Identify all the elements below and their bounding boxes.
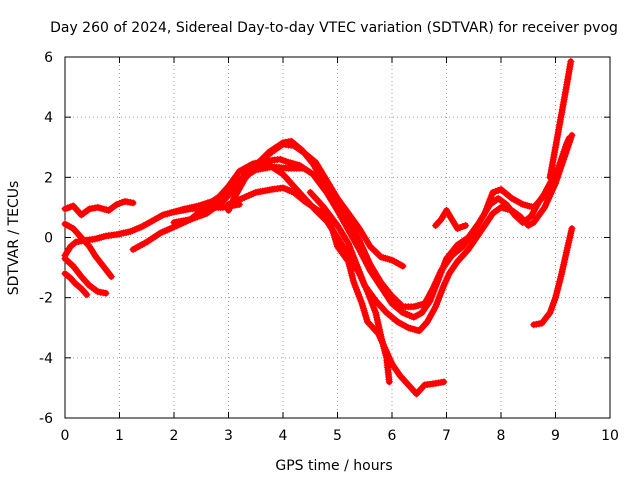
series-markers (306, 131, 576, 335)
series-arc-1 (61, 197, 137, 219)
y-tick-label: -2 (39, 291, 53, 307)
y-tick-label: 2 (44, 170, 53, 186)
series-markers (61, 197, 137, 219)
chart-title: Day 260 of 2024, Sidereal Day-to-day VTE… (50, 20, 618, 36)
series-arc-5 (61, 270, 91, 299)
y-tick-label: 4 (44, 110, 53, 126)
series-markers (432, 206, 470, 232)
y-tick-label: -6 (39, 411, 53, 427)
series-arc-4 (61, 255, 110, 297)
series-arc-12 (306, 131, 576, 335)
series-arc-14 (530, 225, 576, 329)
x-tick-label: 10 (601, 428, 619, 444)
series-markers (546, 58, 575, 181)
x-tick-label: 4 (279, 428, 288, 444)
x-tick-label: 1 (115, 428, 124, 444)
x-tick-label: 2 (170, 428, 179, 444)
y-tick-label: -4 (39, 351, 53, 367)
y-tick-label: 0 (44, 231, 53, 247)
series-arc-11 (225, 184, 448, 398)
series-arc-15 (546, 58, 575, 181)
x-tick-label: 5 (333, 428, 342, 444)
series-markers (530, 225, 576, 329)
series-arc-13 (432, 206, 470, 232)
series-arc-9 (225, 137, 573, 311)
x-tick-label: 9 (551, 428, 560, 444)
x-tick-label: 7 (442, 428, 451, 444)
series-markers (225, 184, 448, 398)
x-tick-label: 0 (61, 428, 70, 444)
x-tick-label: 6 (388, 428, 397, 444)
x-tick-label: 8 (497, 428, 506, 444)
y-tick-label: 6 (44, 50, 53, 66)
x-axis-label: GPS time / hours (275, 458, 392, 474)
tick-layer: 0 1 2 3 4 5 6 7 8 9 10 -6 -4 -2 0 2 4 6 (39, 50, 619, 444)
series-markers (225, 137, 573, 311)
series-layer (61, 58, 576, 398)
y-axis-label: SDTVAR / TECUs (6, 181, 22, 296)
x-tick-label: 3 (224, 428, 233, 444)
series-markers (61, 255, 110, 297)
series-markers (61, 270, 91, 299)
